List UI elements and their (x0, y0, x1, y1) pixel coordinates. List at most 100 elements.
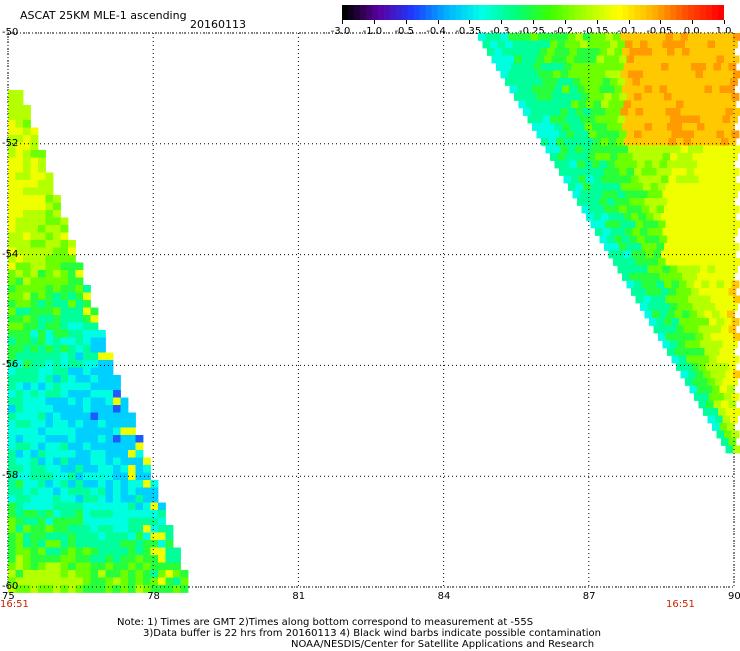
swath-cell (53, 577, 61, 586)
swath-cell (83, 322, 91, 331)
swath-cell (105, 427, 114, 436)
swath-cell (715, 303, 723, 311)
swath-cell (692, 340, 701, 349)
swath-cell (689, 310, 698, 319)
swath-cell (30, 322, 39, 331)
swath-cell (610, 153, 618, 161)
swath-cell (608, 63, 617, 71)
swath-cell (83, 367, 91, 376)
swath-cell (583, 108, 591, 116)
swath-cell (725, 33, 734, 41)
swath-cell (599, 123, 608, 131)
swath-cell (523, 33, 531, 41)
swath-cell (613, 145, 621, 154)
swath-cell (158, 547, 166, 556)
swath-cell (8, 187, 16, 196)
swath-cell (607, 48, 615, 56)
swath-cell (679, 280, 687, 289)
swath-cell (8, 247, 16, 256)
swath-cell (23, 315, 31, 323)
swath-cell (60, 382, 69, 391)
swath-cell (75, 270, 84, 278)
swath-cell (545, 33, 554, 41)
swath-cell (722, 153, 731, 161)
swath-cell (692, 115, 701, 124)
swath-cell (8, 330, 16, 338)
swath-cell (83, 450, 91, 458)
swath-cell (98, 337, 106, 346)
swath-cell (620, 33, 629, 41)
colorbar-segment (580, 5, 588, 20)
swath-cell (30, 532, 39, 541)
swath-cell (90, 427, 99, 436)
swath-cell (643, 70, 651, 79)
swath-cell (602, 40, 611, 49)
swath-cell (718, 70, 726, 79)
swath-cell (120, 420, 129, 428)
swath-cell (105, 397, 114, 406)
swath-cell (45, 465, 54, 473)
swath-cell (674, 310, 683, 319)
swath-cell (730, 340, 738, 349)
swath-cell (611, 168, 620, 176)
swath-cell (135, 547, 144, 556)
swath-cell (98, 570, 106, 578)
swath-cell (659, 310, 668, 319)
swath-cell (692, 378, 701, 386)
colorbar-tick (628, 20, 630, 24)
swath-cell (30, 585, 39, 593)
swath-cell (120, 405, 129, 413)
colorbar-segment (718, 5, 724, 20)
swath-cell (676, 63, 684, 71)
swath-cell (595, 78, 603, 86)
swath-cell (553, 33, 561, 41)
swath-cell (98, 405, 106, 413)
swath-cell (30, 472, 39, 481)
swath-cell (716, 55, 725, 64)
swath-cell (592, 160, 600, 169)
swath-cell (38, 285, 46, 293)
swath-cell (635, 295, 644, 304)
swath-cell (490, 40, 498, 49)
swath-cell (68, 555, 76, 563)
swath-cell (23, 397, 31, 406)
swath-cell (640, 115, 648, 124)
swath-cell (506, 55, 515, 64)
swath-cell (697, 385, 705, 394)
swath-cell (38, 540, 46, 548)
swath-cell (733, 220, 740, 229)
swath-cell (733, 33, 740, 41)
swath-cell (641, 55, 650, 64)
swath-cell (556, 63, 564, 71)
swath-cell (53, 495, 61, 503)
swath-cell (547, 85, 555, 94)
swath-cell (8, 420, 16, 428)
swath-cell (629, 48, 638, 56)
swath-cell (691, 138, 699, 146)
swath-cell (590, 145, 599, 154)
swath-cell (707, 340, 716, 349)
swath-cell (8, 547, 16, 556)
swath-cell (128, 570, 136, 578)
swath-cell (8, 465, 16, 473)
swath-cell (60, 240, 69, 248)
swath-cell (23, 112, 31, 121)
colorbar-tick (373, 20, 375, 24)
swath-cell (45, 187, 54, 196)
swath-cell (635, 183, 644, 191)
swath-cell (38, 532, 46, 541)
swath-cell (45, 442, 54, 451)
swath-cell (30, 405, 39, 413)
swath-cell (580, 190, 588, 199)
swath-cell (113, 457, 121, 466)
swath-cell (180, 570, 189, 578)
swath-cell (68, 502, 76, 511)
swath-cell (15, 472, 24, 481)
colorbar-segment (622, 5, 630, 20)
swath-cell (53, 427, 61, 436)
swath-cell (15, 322, 24, 331)
swath-cell (704, 123, 713, 131)
swath-cell (704, 48, 713, 56)
swath-cell (68, 345, 76, 353)
swath-cell (556, 100, 564, 109)
